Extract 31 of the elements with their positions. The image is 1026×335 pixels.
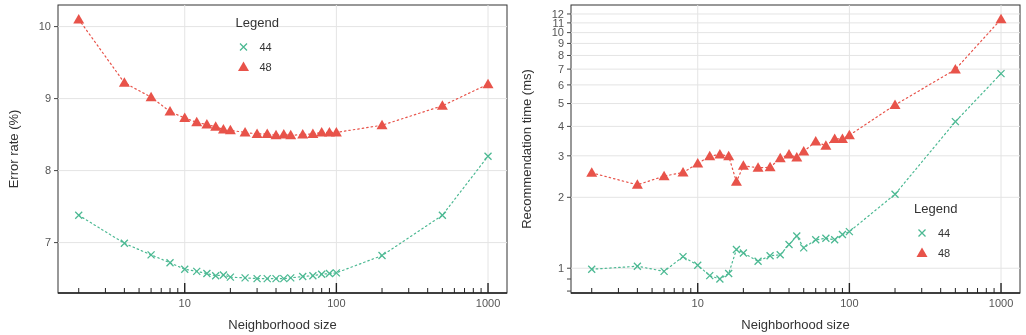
x-tick-label: 1000 [988,297,1014,309]
y-tick-label: 10 [38,20,51,33]
x-tick-label: 100 [840,297,859,309]
y-tick-label: 8 [44,164,51,177]
y-tick-label: 7 [44,236,51,249]
legend-title: Legend [914,201,958,216]
legend-label: 48 [938,246,951,259]
legend-label: 48 [259,60,272,73]
x-tick-label: 10 [691,297,704,309]
x-tick-label: 1000 [475,297,501,309]
y-tick-label: 9 [44,92,51,105]
legend-label: 44 [259,40,272,53]
y-tick-label: 2 [557,191,564,204]
legend-label: 44 [938,226,951,239]
y-tick-label: 12 [551,7,564,20]
x-axis-title: Neighborhood size [228,317,337,332]
y-tick-label: 1 [557,262,564,275]
legend-title: Legend [235,15,279,30]
y-tick-label: 3 [557,149,564,162]
y-axis-title: Error rate (%) [6,109,21,189]
y-tick-label: 6 [557,78,564,91]
y-tick-label: 4 [557,120,564,133]
y-tick-label: 7 [557,62,564,75]
y-tick-label: 9 [557,37,564,50]
x-axis-title: Neighborhood size [741,317,850,332]
y-tick-label: 10 [551,26,564,39]
y-axis-title: Recommendation time (ms) [519,69,534,229]
y-tick-label: 5 [557,97,564,110]
y-tick-label: 8 [557,49,564,62]
x-tick-label: 100 [327,297,346,309]
x-tick-label: 10 [178,297,191,309]
